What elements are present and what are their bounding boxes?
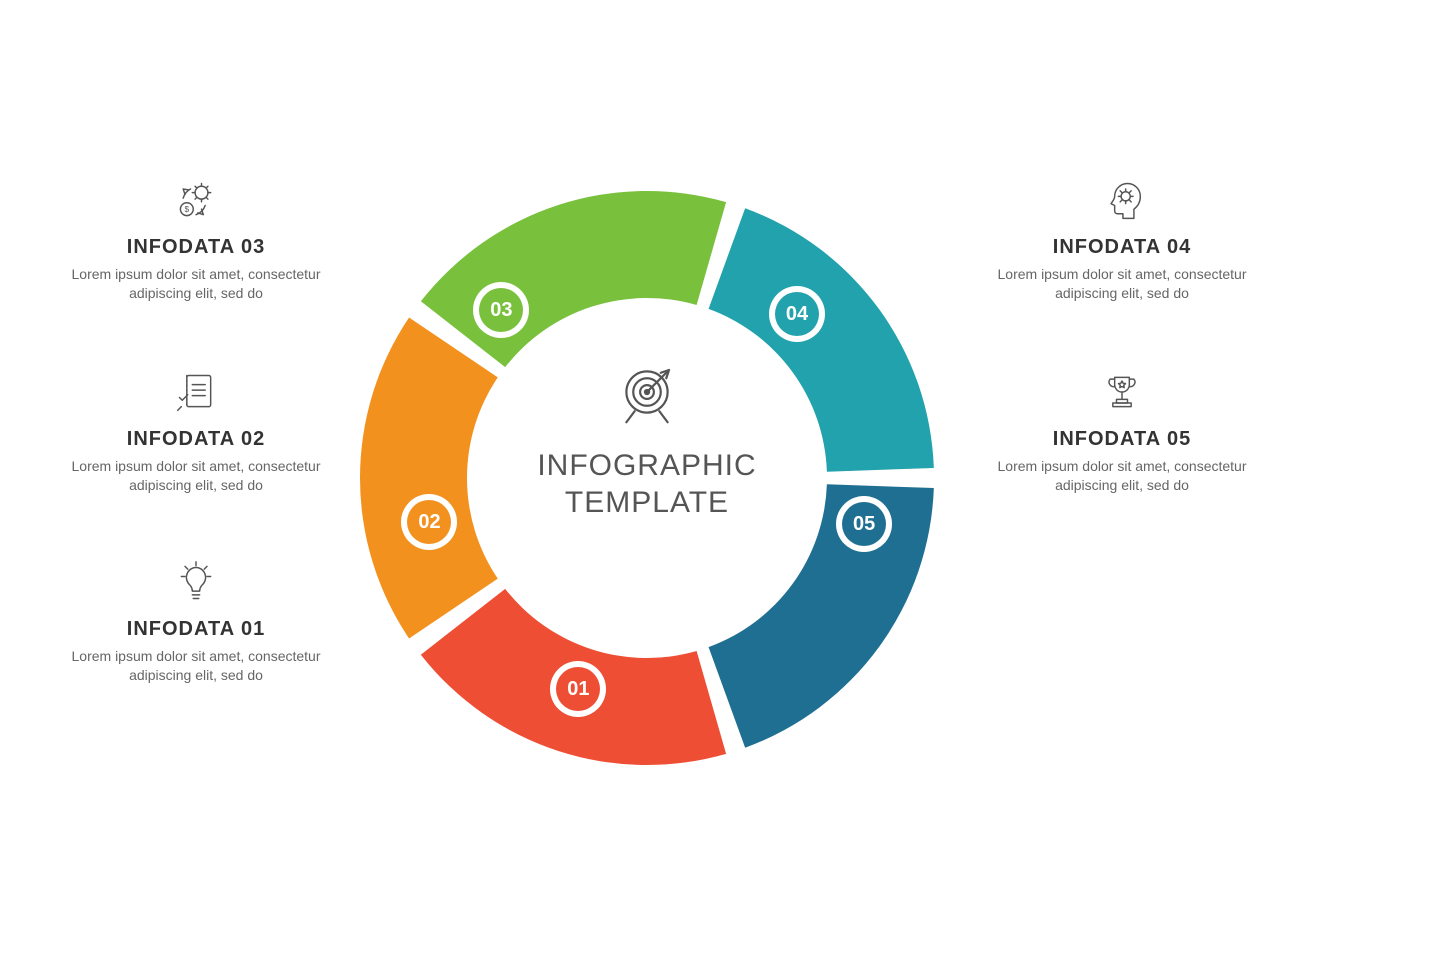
lightbulb-icon: [174, 560, 218, 604]
center-title-line2: TEMPLATE: [565, 486, 729, 519]
segment-badge-label-01: 01: [556, 667, 600, 711]
trophy-icon: [1100, 370, 1144, 414]
info-title-05: INFODATA 05: [992, 428, 1252, 451]
info-item-04: INFODATA 04 Lorem ipsum dolor sit amet, c…: [992, 178, 1252, 303]
info-body-01: Lorem ipsum dolor sit amet, consectetur …: [66, 647, 326, 685]
info-body-02: Lorem ipsum dolor sit amet, consectetur …: [66, 457, 326, 495]
segment-badge-05: 05: [836, 496, 892, 552]
info-body-04: Lorem ipsum dolor sit amet, consectetur …: [992, 265, 1252, 303]
info-title-02: INFODATA 02: [66, 428, 326, 451]
svg-text:$: $: [185, 205, 190, 214]
center-block: INFOGRAPHIC TEMPLATE: [497, 330, 797, 550]
info-item-01: INFODATA 01 Lorem ipsum dolor sit amet, c…: [66, 560, 326, 685]
info-title-01: INFODATA 01: [66, 618, 326, 641]
checklist-icon: [174, 370, 218, 414]
target-icon: [614, 359, 680, 425]
info-title-04: INFODATA 04: [992, 236, 1252, 259]
info-item-03: $ INFODATA 03 Lorem ipsum dolor sit amet,…: [66, 178, 326, 303]
money-gear-icon: $: [174, 178, 218, 222]
center-title: INFOGRAPHIC TEMPLATE: [537, 447, 756, 522]
info-item-02: INFODATA 02 Lorem ipsum dolor sit amet, c…: [66, 370, 326, 495]
info-item-05: INFODATA 05 Lorem ipsum dolor sit amet, c…: [992, 370, 1252, 495]
segment-badge-label-03: 03: [479, 288, 523, 332]
info-body-05: Lorem ipsum dolor sit amet, consectetur …: [992, 457, 1252, 495]
donut-segment-02: [360, 318, 498, 639]
center-title-line1: INFOGRAPHIC: [537, 449, 756, 482]
segment-badge-label-05: 05: [842, 502, 886, 546]
segment-badge-label-04: 04: [775, 292, 819, 336]
info-body-03: Lorem ipsum dolor sit amet, consectetur …: [66, 265, 326, 303]
segment-badge-label-02: 02: [407, 500, 451, 544]
infographic-root: { "canvas": { "width": 1435, "height": 9…: [0, 0, 1435, 980]
head-gear-icon: [1100, 178, 1144, 222]
segment-badge-04: 04: [769, 286, 825, 342]
info-title-03: INFODATA 03: [66, 236, 326, 259]
